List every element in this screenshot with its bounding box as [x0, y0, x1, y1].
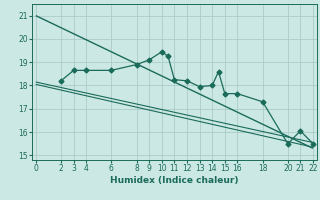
X-axis label: Humidex (Indice chaleur): Humidex (Indice chaleur)	[110, 176, 239, 185]
